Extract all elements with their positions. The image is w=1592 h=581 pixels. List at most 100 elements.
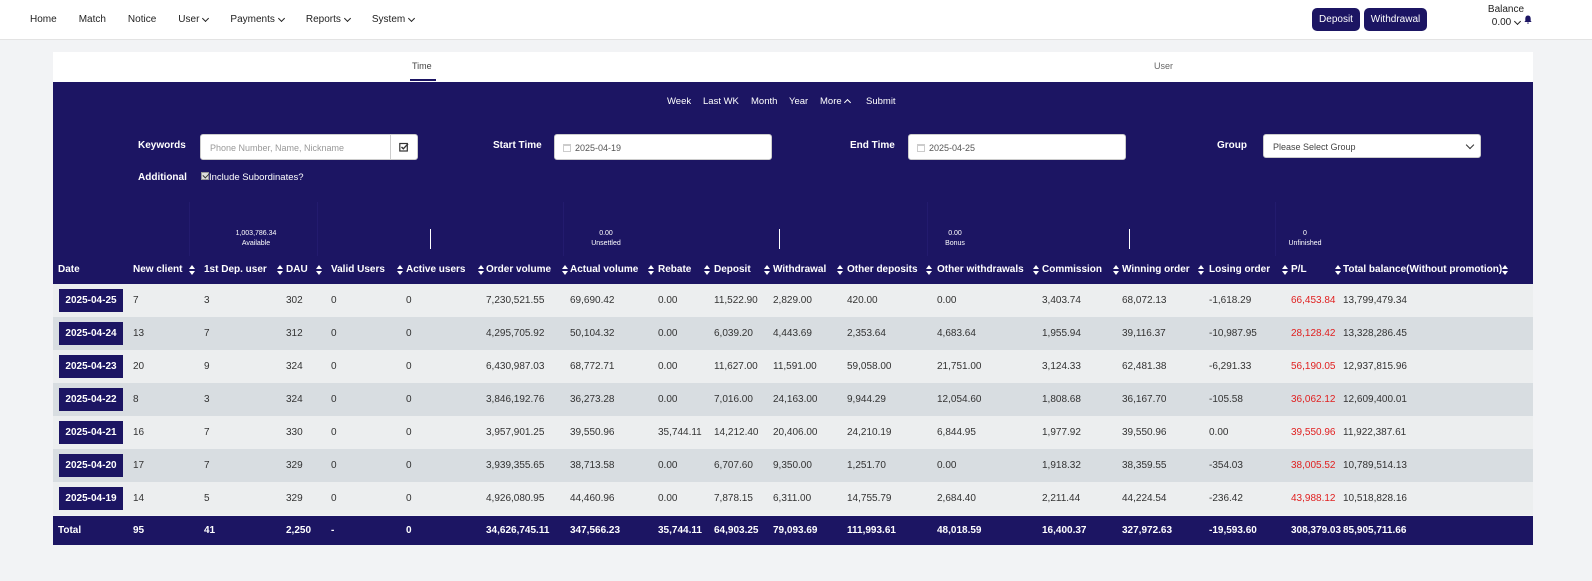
cell-order-volume: 6,430,987.03 (486, 361, 545, 372)
sort-icon[interactable] (1033, 265, 1039, 275)
cell-commission: 1,918.32 (1042, 460, 1081, 471)
sort-icon[interactable] (397, 265, 403, 275)
balance-value[interactable]: 0.00 (1484, 17, 1528, 28)
nav-item-home[interactable]: Home (30, 14, 57, 25)
cell-dau: 329 (286, 493, 303, 504)
keywords-confirm-button[interactable] (390, 135, 417, 159)
column-header-withdrawal[interactable]: Withdrawal (773, 264, 827, 275)
cell-commission: 1,977.92 (1042, 427, 1081, 438)
quick-week[interactable]: Week (667, 96, 692, 107)
cell-active-users: 0 (406, 493, 412, 504)
bell-icon[interactable] (1524, 15, 1532, 24)
cell-other-deposits: 420.00 (847, 295, 878, 306)
quick-year[interactable]: Year (789, 96, 809, 107)
date-button[interactable]: 2025-04-23 (59, 355, 123, 378)
cell-deposit: 7,878.15 (714, 493, 753, 504)
column-header-commission[interactable]: Commission (1042, 264, 1103, 275)
sort-icon[interactable] (837, 265, 843, 275)
cell-actual-volume: 38,713.58 (570, 460, 615, 471)
column-header-winning-order[interactable]: Winning order (1122, 264, 1190, 275)
cell-order-volume: 3,939,355.65 (486, 460, 545, 471)
sort-icon[interactable] (926, 265, 932, 275)
sort-icon[interactable] (562, 265, 568, 275)
cell-valid-users: 0 (331, 427, 337, 438)
nav-item-system[interactable]: System (372, 14, 416, 25)
column-header-deposit[interactable]: Deposit (714, 264, 751, 275)
date-button[interactable]: 2025-04-22 (59, 388, 123, 411)
quick-month[interactable]: Month (751, 96, 778, 107)
column-header-rebate[interactable]: Rebate (658, 264, 692, 275)
filter-panel: Week Last WK Month Year More Submit Keyw… (53, 82, 1533, 256)
sort-icon[interactable] (704, 265, 710, 275)
cell-new-client: 8 (133, 394, 139, 405)
cell-other-withdrawals: 6,844.95 (937, 427, 976, 438)
date-button[interactable]: 2025-04-19 (59, 487, 123, 510)
column-header-losing-order[interactable]: Losing order (1209, 264, 1271, 275)
cell-other-deposits: 14,755.79 (847, 493, 892, 504)
column-header-total-balance[interactable]: Total balance(Without promotion) (1343, 264, 1503, 275)
column-header-actual-volume[interactable]: Actual volume (570, 264, 639, 275)
sort-icon[interactable] (1282, 265, 1288, 275)
tab-user[interactable]: User (1154, 61, 1174, 71)
sort-icon[interactable] (1335, 265, 1341, 275)
column-header-date[interactable]: Date (58, 264, 80, 275)
column-header-other-withdrawals[interactable]: Other withdrawals (937, 264, 1024, 275)
keywords-input[interactable]: Phone Number, Name, Nickname (200, 134, 418, 160)
date-button[interactable]: 2025-04-24 (59, 322, 123, 345)
column-header-dau[interactable]: DAU (286, 264, 308, 275)
date-button[interactable]: 2025-04-20 (59, 454, 123, 477)
quick-last-week[interactable]: Last WK (703, 96, 739, 107)
cell-first-deposit-user: 3 (204, 295, 210, 306)
sort-icon[interactable] (764, 265, 770, 275)
end-time-value: 2025-04-25 (929, 143, 976, 153)
column-header-pl[interactable]: P/L (1291, 264, 1307, 275)
sort-icon[interactable] (316, 265, 322, 275)
quick-more[interactable]: More (820, 96, 851, 107)
summary-value: 0.00 (948, 230, 962, 237)
start-time-input[interactable]: 2025-04-19 (554, 134, 772, 160)
nav-item-notice[interactable]: Notice (127, 14, 157, 25)
column-header-order-volume[interactable]: Order volume (486, 264, 552, 275)
cell-winning-order: 68,072.13 (1122, 295, 1167, 306)
include-subordinates-checkbox[interactable] (201, 172, 209, 180)
cell-active-users: 0 (406, 361, 412, 372)
cell-commission: 1,955.94 (1042, 328, 1081, 339)
date-button[interactable]: 2025-04-25 (59, 289, 123, 312)
end-time-input[interactable]: 2025-04-25 (908, 134, 1126, 160)
chevron-up-icon (843, 98, 851, 107)
total-rebate: 35,744.11 (658, 525, 702, 536)
column-header-first-deposit-user[interactable]: 1st Dep. user (204, 264, 267, 275)
column-header-active-users[interactable]: Active users (406, 264, 466, 275)
deposit-button[interactable]: Deposit (1312, 8, 1360, 31)
column-header-new-client[interactable]: New client (133, 264, 183, 275)
cell-other-deposits: 9,944.29 (847, 394, 886, 405)
summary-bonus: 0.00 Bonus (855, 229, 1055, 249)
sort-icon[interactable] (1502, 265, 1508, 275)
sort-icon[interactable] (1113, 265, 1119, 275)
group-select[interactable]: Please Select Group (1263, 134, 1481, 158)
nav-item-payments[interactable]: Payments (230, 14, 285, 25)
sort-icon[interactable] (478, 265, 484, 275)
date-button[interactable]: 2025-04-21 (59, 421, 123, 444)
chevron-down-icon (343, 14, 351, 22)
nav-item-user[interactable]: User (178, 14, 210, 25)
cell-rebate: 0.00 (658, 328, 678, 339)
keywords-placeholder: Phone Number, Name, Nickname (210, 143, 345, 153)
cell-rebate: 0.00 (658, 460, 678, 471)
column-header-other-deposits[interactable]: Other deposits (847, 264, 918, 275)
summary-unfinished: 0 Unfinished (1205, 229, 1405, 249)
submit-button[interactable]: Submit (866, 96, 896, 107)
cell-pl: 36,062.12 (1291, 394, 1336, 405)
nav-item-reports[interactable]: Reports (306, 14, 351, 25)
sort-icon[interactable] (189, 265, 195, 275)
withdrawal-button[interactable]: Withdrawal (1364, 8, 1427, 31)
tab-time[interactable]: Time (412, 61, 432, 71)
cell-losing-order: 0.00 (1209, 427, 1229, 438)
column-header-valid-users[interactable]: Valid Users (331, 264, 385, 275)
cell-new-client: 7 (133, 295, 139, 306)
nav-item-match[interactable]: Match (78, 14, 106, 25)
sort-icon[interactable] (277, 265, 283, 275)
sort-icon[interactable] (648, 265, 654, 275)
sort-icon[interactable] (1198, 265, 1204, 275)
balance-box[interactable]: Balance 0.00 (1484, 4, 1528, 28)
